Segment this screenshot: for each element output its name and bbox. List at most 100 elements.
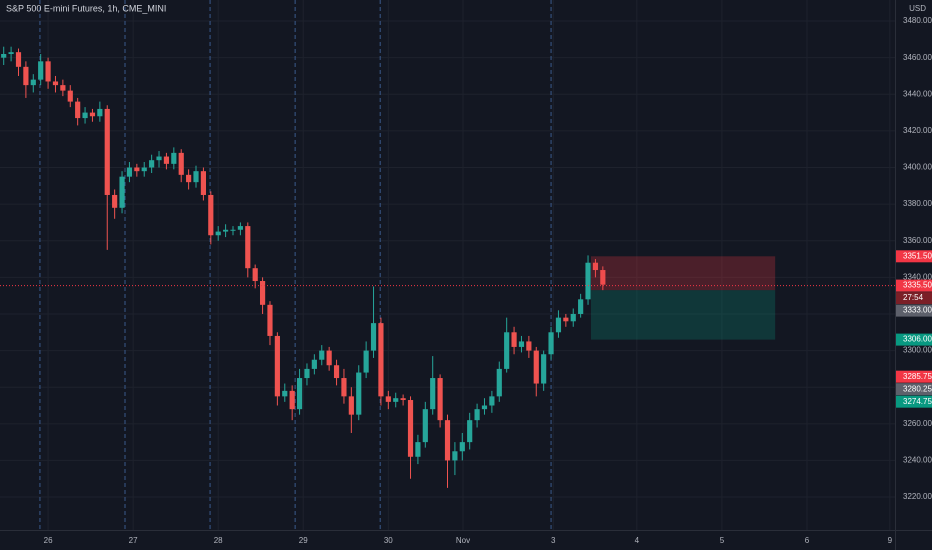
- candle-body: [548, 332, 554, 355]
- candle-body: [511, 332, 517, 347]
- candle-body: [223, 229, 229, 232]
- x-tick-label: 27: [129, 536, 138, 545]
- price-label-bg: [896, 250, 932, 263]
- candle-body: [393, 398, 399, 402]
- price-label: 3335.50: [903, 281, 932, 290]
- candle-body: [97, 108, 103, 117]
- candle-body: [378, 323, 384, 397]
- candle-body: [156, 156, 162, 161]
- candle-body: [112, 194, 118, 208]
- candle-body: [481, 405, 488, 410]
- candle-body: [407, 400, 414, 457]
- y-tick-label: 3240.00: [903, 456, 932, 465]
- candle-body: [504, 332, 510, 369]
- candle-body: [60, 85, 66, 91]
- candle-body: [489, 396, 495, 406]
- candle-body: [341, 378, 347, 397]
- price-label-bg: [896, 304, 932, 317]
- price-label: 3285.75: [903, 372, 932, 381]
- candle-body: [267, 304, 273, 336]
- candle-body: [208, 194, 214, 236]
- candle-body: [134, 167, 140, 172]
- candle-body: [296, 378, 303, 410]
- candle-body: [333, 365, 340, 379]
- candle-body: [245, 226, 251, 269]
- candle-body: [259, 281, 266, 305]
- countdown: 27:54: [903, 293, 924, 302]
- candle-body: [326, 350, 332, 366]
- candle-body: [163, 156, 170, 164]
- y-tick-label: 3460.00: [903, 53, 932, 62]
- candle-body: [45, 61, 51, 82]
- candle-body: [444, 420, 451, 461]
- x-tick-label: 30: [384, 536, 393, 545]
- candle-body: [592, 262, 599, 271]
- plot: [0, 46, 895, 488]
- candle-body: [370, 323, 377, 351]
- candle-body: [533, 350, 539, 384]
- candle-body: [555, 317, 562, 333]
- candle-body: [311, 359, 317, 369]
- candle-body: [237, 226, 243, 230]
- candle-body: [496, 368, 502, 397]
- candle-body: [193, 171, 199, 183]
- candle-body: [474, 409, 480, 421]
- candle-body: [319, 350, 325, 360]
- chart-title: S&P 500 E-mini Futures, 1h, CME_MINI: [6, 3, 166, 13]
- price-label: 3351.50: [903, 251, 932, 260]
- candle-body: [15, 52, 22, 67]
- candle-body: [570, 313, 576, 322]
- candle-body: [67, 90, 73, 102]
- candle-body: [563, 317, 569, 322]
- candle-body: [230, 229, 236, 231]
- price-label-bg: [896, 395, 932, 408]
- x-tick-label: 29: [299, 536, 308, 545]
- candle-body: [149, 160, 155, 168]
- price-label-bg: [896, 370, 932, 383]
- candle-body: [356, 372, 362, 415]
- stop-zone: [590, 256, 776, 291]
- candle-body: [400, 398, 406, 401]
- candle-body: [430, 378, 436, 410]
- candle-body: [126, 167, 133, 177]
- candle-body: [274, 335, 280, 397]
- candle-body: [415, 442, 421, 457]
- candle-body: [89, 112, 96, 117]
- candle-body: [119, 176, 125, 208]
- candle-body: [178, 152, 184, 175]
- grid: [0, 0, 895, 530]
- candle-body: [363, 350, 369, 373]
- candle-body: [38, 61, 44, 80]
- candle-body: [186, 174, 192, 183]
- y-tick-label: 3340.00: [903, 272, 932, 281]
- candle-body: [289, 390, 295, 410]
- candle-body: [82, 112, 88, 119]
- x-tick-label: 5: [720, 536, 725, 545]
- candle-body: [459, 442, 465, 452]
- countdown-bg: [896, 292, 932, 305]
- candle-body: [348, 396, 354, 415]
- x-tick-label: 28: [214, 536, 223, 545]
- currency: USD: [909, 4, 926, 13]
- price-label: 3280.25: [903, 384, 932, 393]
- candle-body: [104, 108, 110, 195]
- price-label-bg: [896, 383, 932, 396]
- price-label: 3306.00: [903, 335, 932, 344]
- candle-body: [282, 390, 288, 397]
- x-tick-label: 3: [551, 536, 556, 545]
- target-zone: [590, 290, 776, 340]
- y-tick-label: 3220.00: [903, 492, 932, 501]
- candle-body: [215, 231, 221, 236]
- candle-body: [200, 171, 206, 195]
- y-tick-label: 3300.00: [903, 346, 932, 355]
- price-label: 3274.75: [903, 397, 932, 406]
- candle-body: [437, 378, 443, 421]
- price-label: 3333.00: [903, 306, 932, 315]
- candle-body: [585, 262, 591, 300]
- y-tick-label: 3260.00: [903, 419, 932, 428]
- candle-body: [304, 368, 310, 379]
- y-tick-label: 3360.00: [903, 236, 932, 245]
- x-tick-label: Nov: [456, 536, 470, 545]
